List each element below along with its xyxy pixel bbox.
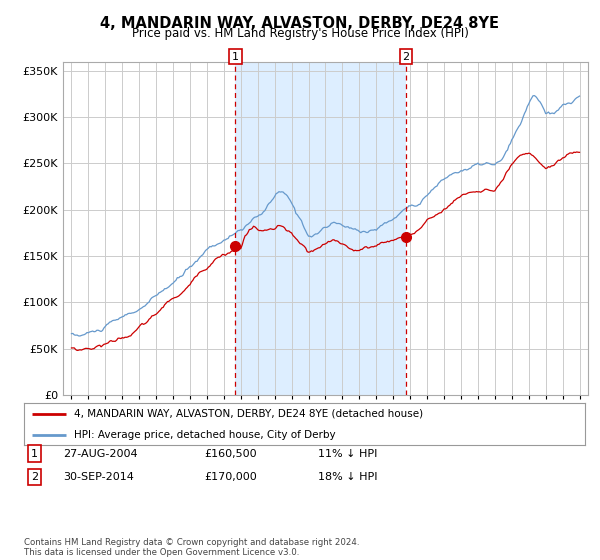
Text: 2: 2 (403, 52, 410, 62)
Bar (235, 62, 406, 395)
Text: 18% ↓ HPI: 18% ↓ HPI (318, 472, 377, 482)
Text: HPI: Average price, detached house, City of Derby: HPI: Average price, detached house, City… (74, 430, 336, 440)
Text: 30-SEP-2014: 30-SEP-2014 (63, 472, 134, 482)
Text: 11% ↓ HPI: 11% ↓ HPI (318, 449, 377, 459)
Text: 1: 1 (31, 449, 38, 459)
Text: £170,000: £170,000 (204, 472, 257, 482)
Text: Price paid vs. HM Land Registry's House Price Index (HPI): Price paid vs. HM Land Registry's House … (131, 27, 469, 40)
Text: £160,500: £160,500 (204, 449, 257, 459)
Text: 4, MANDARIN WAY, ALVASTON, DERBY, DE24 8YE: 4, MANDARIN WAY, ALVASTON, DERBY, DE24 8… (101, 16, 499, 31)
Text: 2: 2 (31, 472, 38, 482)
Text: 4, MANDARIN WAY, ALVASTON, DERBY, DE24 8YE (detached house): 4, MANDARIN WAY, ALVASTON, DERBY, DE24 8… (74, 409, 424, 419)
Text: Contains HM Land Registry data © Crown copyright and database right 2024.
This d: Contains HM Land Registry data © Crown c… (24, 538, 359, 557)
Text: 1: 1 (232, 52, 239, 62)
Text: 27-AUG-2004: 27-AUG-2004 (63, 449, 137, 459)
